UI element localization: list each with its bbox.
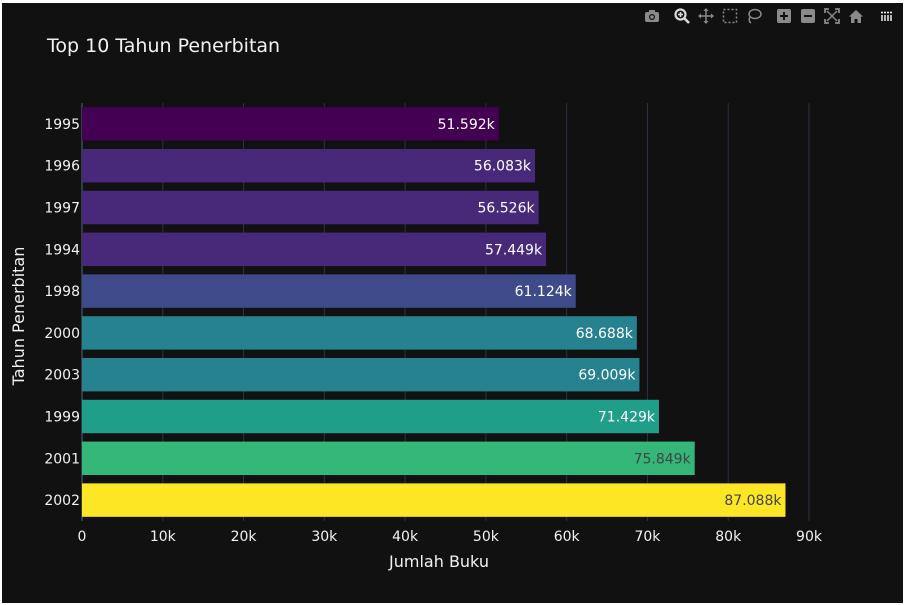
bar-2002[interactable] bbox=[82, 483, 786, 517]
zoom-in-icon[interactable] bbox=[775, 7, 793, 25]
bar-2000[interactable] bbox=[82, 316, 637, 350]
bar-1999[interactable] bbox=[82, 399, 659, 434]
modebar bbox=[643, 7, 895, 25]
bar-1997[interactable] bbox=[82, 190, 539, 225]
autoscale-icon[interactable] bbox=[823, 7, 841, 25]
lasso-select-icon[interactable] bbox=[745, 7, 763, 25]
x-tick-label: 60k bbox=[554, 529, 581, 545]
y-tick-label: 1997 bbox=[44, 201, 80, 217]
bar-value-label: 56.526k bbox=[478, 201, 536, 217]
y-axis-ticks: 1995 1996 1997 1994 1998 2000 2003 1999 2001 2002 bbox=[44, 117, 80, 509]
bar-chart: Top 10 Tahun Penerbitan 51.592k 56.083k 56… bbox=[9, 35, 823, 571]
pan-icon[interactable] bbox=[697, 7, 715, 25]
y-tick-label: 2001 bbox=[44, 451, 80, 467]
chart-title: Top 10 Tahun Penerbitan bbox=[46, 35, 280, 57]
y-tick-label: 1999 bbox=[44, 410, 80, 426]
plotly-logo-icon[interactable] bbox=[877, 7, 895, 25]
bar-value-label: 71.429k bbox=[598, 410, 656, 426]
chart-container: Top 10 Tahun Penerbitan 51.592k 56.083k 56… bbox=[2, 3, 903, 603]
x-tick-label: 40k bbox=[392, 529, 419, 545]
x-tick-label: 90k bbox=[796, 529, 823, 545]
y-tick-label: 1995 bbox=[44, 117, 80, 133]
y-tick-label: 2003 bbox=[44, 368, 80, 384]
x-tick-label: 20k bbox=[231, 529, 258, 545]
bar-2001[interactable] bbox=[82, 441, 695, 476]
bar-1994[interactable] bbox=[82, 232, 547, 267]
bar-value-label: 68.688k bbox=[576, 326, 634, 342]
zoom-icon[interactable] bbox=[673, 7, 691, 25]
y-tick-label: 2002 bbox=[44, 493, 80, 509]
x-axis-ticks: 0 10k 20k 30k 40k 50k 60k 70k 80k 90k bbox=[78, 529, 823, 545]
y-tick-label: 1996 bbox=[44, 159, 80, 175]
y-tick-label: 2000 bbox=[44, 326, 80, 342]
bar-value-label: 56.083k bbox=[474, 159, 532, 175]
bars: 51.592k 56.083k 56.526k 57.449k 61.124k 68.68… bbox=[82, 107, 786, 517]
x-tick-label: 50k bbox=[473, 529, 500, 545]
bar-value-label: 51.592k bbox=[438, 117, 496, 133]
bar-1996[interactable] bbox=[82, 148, 536, 183]
bar-1998[interactable] bbox=[82, 274, 576, 308]
y-tick-label: 1994 bbox=[44, 242, 80, 258]
x-tick-label: 10k bbox=[150, 529, 177, 545]
zoom-out-icon[interactable] bbox=[799, 7, 817, 25]
bar-2003[interactable] bbox=[82, 357, 640, 392]
reset-axes-icon[interactable] bbox=[847, 7, 865, 25]
x-tick-label: 0 bbox=[78, 529, 87, 545]
bar-value-label: 61.124k bbox=[515, 284, 573, 300]
y-tick-label: 1998 bbox=[44, 284, 80, 300]
x-tick-label: 30k bbox=[311, 529, 338, 545]
x-tick-label: 70k bbox=[634, 529, 661, 545]
bar-1995[interactable] bbox=[82, 107, 499, 141]
bar-value-label: 75.849k bbox=[634, 451, 692, 467]
bar-value-label: 69.009k bbox=[578, 368, 636, 384]
camera-icon[interactable] bbox=[643, 7, 661, 25]
box-select-icon[interactable] bbox=[721, 7, 739, 25]
x-axis-title: Jumlah Buku bbox=[388, 552, 489, 571]
y-axis-title: Tahun Penerbitan bbox=[9, 247, 28, 387]
x-tick-label: 80k bbox=[715, 529, 742, 545]
bar-value-label: 57.449k bbox=[485, 242, 543, 258]
bar-value-label: 87.088k bbox=[724, 493, 782, 509]
